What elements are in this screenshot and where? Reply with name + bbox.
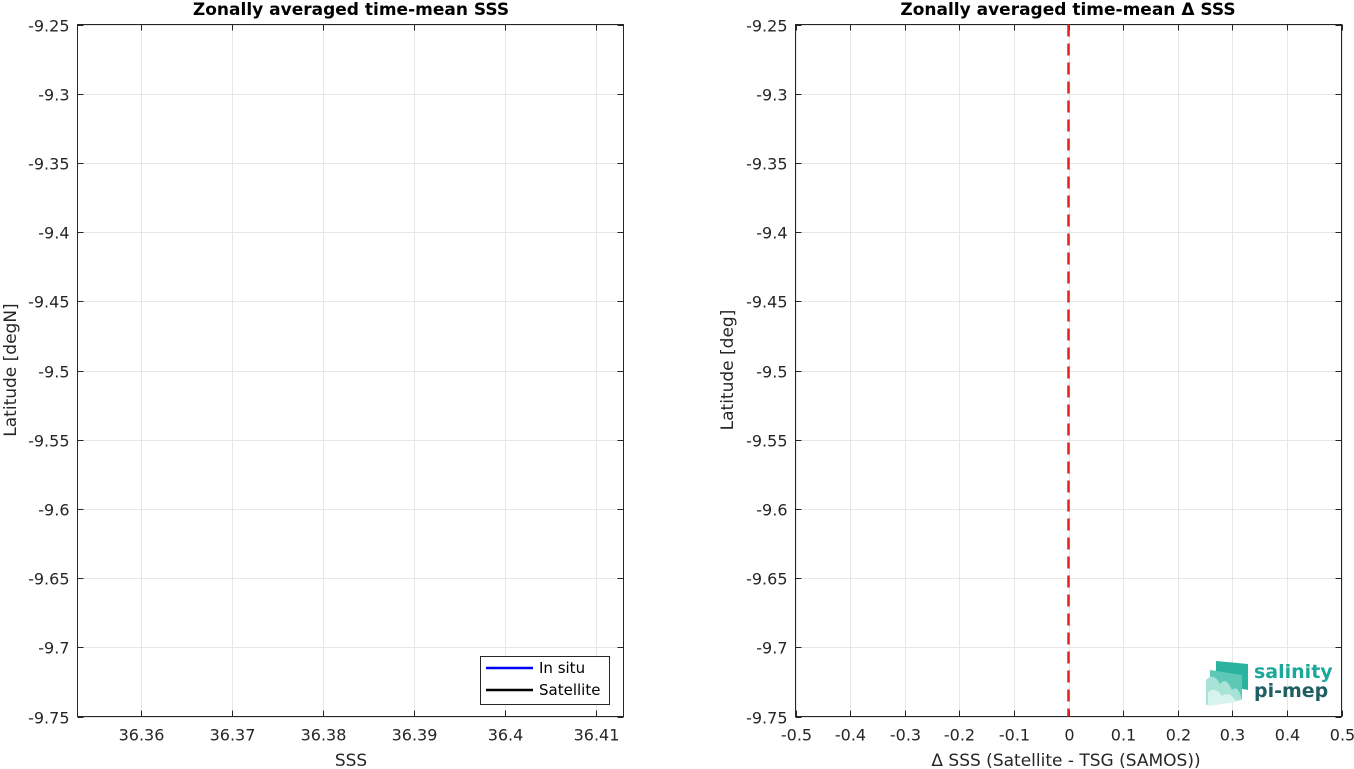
left-x-tick-label: 36.41 — [574, 726, 620, 745]
right-x-tick-label: 0.1 — [1111, 726, 1136, 745]
left-y-tick-label: -9.75 — [28, 709, 69, 728]
left-y-tick-label: -9.4 — [38, 224, 69, 243]
right-x-tick-label: 0.2 — [1166, 726, 1191, 745]
legend-box — [480, 656, 610, 705]
right-ticks: -0.5 -0.4 -0.3 -0.2 -0.1 0 0.1 0.2 0.3 0.4 0.5 -9.2… — [746, 17, 1354, 745]
salinity-pi-mep-logo: salinity pi-mep — [1206, 661, 1333, 706]
right-y-tick-label: -9.25 — [746, 17, 787, 36]
left-x-tick-label: 36.4 — [488, 726, 524, 745]
right-x-tick-label: 0 — [1064, 726, 1074, 745]
left-y-tick-label: -9.65 — [28, 570, 69, 589]
right-x-tick-label: -0.2 — [944, 726, 975, 745]
left-grid — [77, 24, 624, 718]
left-y-tick-label: -9.25 — [28, 17, 69, 36]
left-y-tick-label: -9.45 — [28, 293, 69, 312]
left-y-tick-label: -9.6 — [38, 501, 69, 520]
right-y-tick-label: -9.45 — [746, 293, 787, 312]
left-chart: Zonally averaged time-mean SSS 36.36 36.3… — [1, 0, 624, 769]
logo-text-salinity: salinity — [1254, 661, 1333, 683]
right-y-tick-label: -9.5 — [756, 363, 787, 382]
right-y-tick-label: -9.65 — [746, 570, 787, 589]
right-x-tick-label: -0.3 — [890, 726, 921, 745]
right-y-tick-label: -9.4 — [756, 224, 787, 243]
left-x-tick-label: 36.37 — [210, 726, 256, 745]
right-x-tick-label: -0.1 — [999, 726, 1030, 745]
right-x-tick-label: -0.4 — [835, 726, 866, 745]
right-y-tick-label: -9.75 — [746, 709, 787, 728]
left-y-tick-label: -9.7 — [38, 639, 69, 658]
right-chart-title: Zonally averaged time-mean Δ SSS — [900, 0, 1235, 20]
left-y-tick-label: -9.5 — [38, 363, 69, 382]
right-x-tick-label: 0.3 — [1220, 726, 1245, 745]
legend: In situ Satellite — [480, 656, 610, 705]
left-x-tick-label: 36.38 — [301, 726, 347, 745]
right-y-axis-label: Latitude [deg] — [718, 310, 738, 431]
left-y-tick-label: -9.55 — [28, 432, 69, 451]
logo-wave-icon — [1206, 661, 1248, 706]
right-y-tick-label: -9.3 — [756, 86, 787, 105]
left-ticks: 36.36 36.37 36.38 36.39 36.4 36.41 -9.25 -9.3 -9… — [28, 17, 624, 745]
right-y-tick-label: -9.7 — [756, 639, 787, 658]
left-chart-title: Zonally averaged time-mean SSS — [193, 0, 509, 20]
left-x-tick-label: 36.39 — [392, 726, 438, 745]
right-y-tick-label: -9.6 — [756, 501, 787, 520]
right-x-tick-label: 0.4 — [1275, 726, 1300, 745]
legend-label-in-situ: In situ — [539, 659, 585, 677]
right-x-tick-label: 0.5 — [1330, 726, 1354, 745]
left-axes-frame — [77, 24, 624, 717]
right-x-tick-label: -0.5 — [781, 726, 812, 745]
logo-text-pi-mep: pi-mep — [1254, 680, 1328, 702]
right-y-tick-label: -9.55 — [746, 432, 787, 451]
right-y-tick-label: -9.35 — [746, 155, 787, 174]
left-y-tick-label: -9.3 — [38, 86, 69, 105]
left-y-tick-label: -9.35 — [28, 155, 69, 174]
left-y-axis-label: Latitude [degN] — [1, 303, 21, 436]
right-x-axis-label: Δ SSS (Satellite - TSG (SAMOS)) — [931, 751, 1200, 769]
left-x-axis-label: SSS — [335, 751, 367, 769]
legend-label-satellite: Satellite — [539, 681, 600, 699]
left-x-tick-label: 36.36 — [119, 726, 165, 745]
right-chart: Zonally averaged time-mean Δ SSS -0.5 -0.… — [718, 0, 1354, 769]
